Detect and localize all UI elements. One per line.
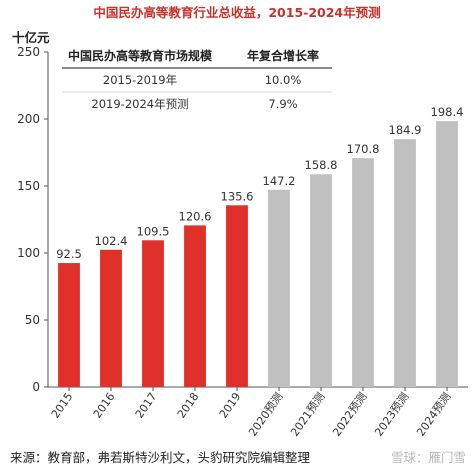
x-tick-label: 2016 bbox=[91, 390, 118, 420]
y-tick-label: 200 bbox=[17, 112, 40, 126]
data-label: 170.8 bbox=[347, 142, 380, 156]
data-label: 198.4 bbox=[431, 105, 464, 119]
table-row1-period: 2015-2019年 bbox=[103, 73, 177, 87]
y-unit-label: 十亿元 bbox=[12, 30, 50, 45]
table-row1-cagr: 10.0% bbox=[265, 73, 302, 87]
bar-2023预测 bbox=[394, 139, 416, 387]
x-tick-label: 2015 bbox=[49, 390, 76, 420]
table-row2-cagr: 7.9% bbox=[268, 97, 297, 111]
y-tick-label: 250 bbox=[17, 45, 40, 59]
table-header-cagr: 年复合增长率 bbox=[247, 48, 319, 63]
bar-2020预测 bbox=[268, 189, 290, 387]
bar-2018 bbox=[184, 225, 206, 387]
y-tick-label: 150 bbox=[17, 179, 40, 193]
data-label: 158.8 bbox=[305, 158, 338, 172]
bar-2022预测 bbox=[352, 158, 374, 387]
x-tick-label: 2019 bbox=[217, 390, 244, 420]
x-tick-label: 2022预测 bbox=[330, 390, 369, 438]
y-tick-label: 50 bbox=[25, 313, 40, 327]
data-label: 147.2 bbox=[263, 174, 296, 188]
bar-2021预测 bbox=[310, 174, 332, 387]
table-row2-period: 2019-2024年预测 bbox=[91, 97, 188, 111]
watermark: 雪球：雁门雪 bbox=[391, 450, 466, 465]
x-tick-label: 2018 bbox=[175, 390, 202, 420]
bar-2016 bbox=[100, 249, 122, 387]
market-size-table: 中国民办高等教育市场规模 年复合增长率 2015-2019年 10.0% 201… bbox=[62, 48, 332, 111]
table-header-market: 中国民办高等教育市场规模 bbox=[68, 48, 213, 63]
bar-2017 bbox=[142, 240, 164, 387]
data-label: 184.9 bbox=[389, 123, 422, 137]
plot-area: 0 50 100 150 200 250 92.5 2015 102.4 2016 109.5 201… bbox=[17, 45, 468, 439]
data-label: 109.5 bbox=[137, 224, 170, 238]
x-tick-label: 2021预测 bbox=[288, 390, 327, 438]
x-tick-label: 2020预测 bbox=[246, 390, 285, 438]
data-label: 102.4 bbox=[95, 234, 128, 248]
y-tick-label: 0 bbox=[32, 380, 40, 394]
x-tick-label: 2024预测 bbox=[414, 390, 453, 438]
x-tick-label: 2023预测 bbox=[372, 390, 411, 438]
source-note: 来源：教育部，弗若斯特沙利文，头豹研究院编辑整理 bbox=[10, 450, 311, 465]
bar-2019 bbox=[226, 205, 248, 387]
chart-title: 中国民办高等教育行业总收益，2015-2024年预测 bbox=[93, 5, 380, 20]
data-label: 92.5 bbox=[56, 247, 82, 261]
data-label: 120.6 bbox=[179, 209, 212, 223]
data-label: 135.6 bbox=[221, 189, 254, 203]
bar-2024预测 bbox=[436, 121, 458, 388]
bar-2015 bbox=[58, 263, 80, 387]
y-tick-label: 100 bbox=[17, 246, 40, 260]
x-tick-label: 2017 bbox=[133, 390, 160, 420]
